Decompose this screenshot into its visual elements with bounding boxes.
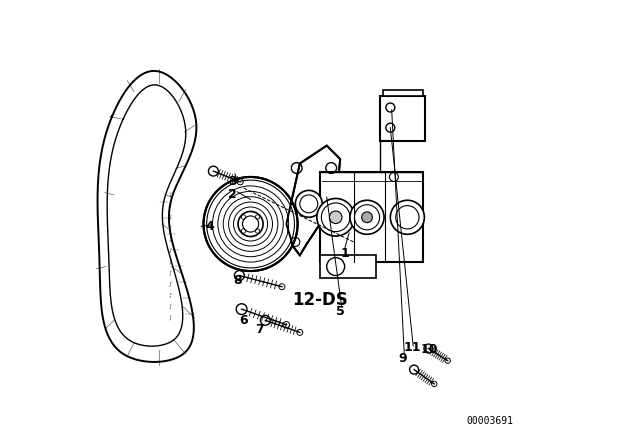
Circle shape — [390, 200, 424, 234]
Text: 10: 10 — [421, 343, 438, 356]
Text: 12-DS: 12-DS — [292, 291, 348, 309]
Circle shape — [238, 211, 263, 237]
Text: 1: 1 — [340, 246, 349, 260]
Circle shape — [350, 200, 384, 234]
Polygon shape — [320, 255, 376, 278]
Polygon shape — [287, 146, 340, 255]
Circle shape — [204, 177, 298, 271]
Text: 7: 7 — [255, 323, 264, 336]
Text: 2: 2 — [228, 188, 237, 202]
Circle shape — [330, 211, 342, 224]
Text: 5: 5 — [336, 305, 344, 318]
Text: 11: 11 — [403, 340, 420, 354]
Bar — [383, 90, 423, 96]
Bar — [380, 96, 426, 141]
Text: 4: 4 — [206, 220, 214, 233]
Polygon shape — [320, 172, 423, 262]
Text: 8: 8 — [233, 273, 241, 287]
Circle shape — [317, 198, 355, 236]
Text: 6: 6 — [239, 314, 248, 327]
Text: 9: 9 — [399, 352, 407, 365]
Text: 00003691: 00003691 — [467, 416, 514, 426]
Text: 3: 3 — [228, 175, 237, 188]
Circle shape — [296, 190, 323, 217]
Circle shape — [362, 212, 372, 223]
